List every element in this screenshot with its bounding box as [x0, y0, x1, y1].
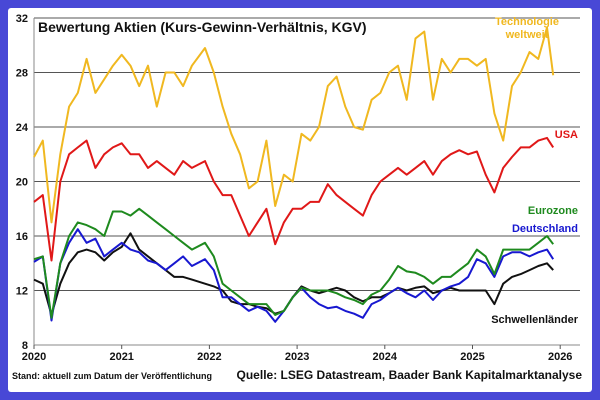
gridlines	[34, 17, 580, 291]
series-lines	[33, 26, 555, 323]
x-tick-label: 2023	[285, 351, 309, 363]
x-tick-label: 2020	[22, 351, 46, 363]
x-tick-label: 2025	[460, 351, 484, 363]
y-tick-label: 16	[16, 231, 28, 243]
y-tick-label: 32	[16, 13, 28, 25]
x-tick-label: 2024	[373, 351, 398, 363]
series-line-schwellenl-nder	[33, 232, 554, 316]
series-label: weltweit	[505, 29, 549, 41]
y-tick-label: 8	[22, 340, 28, 352]
series-label: Technologie	[495, 16, 559, 28]
chart-title: Bewertung Aktien (Kurs-Gewinn-Verhältnis…	[38, 19, 367, 35]
series-line-deutschland	[33, 228, 555, 323]
footnote: Stand: aktuell zum Datum der Veröffentli…	[12, 371, 212, 381]
x-tick-label: 2026	[548, 351, 572, 363]
x-tick-label: 2021	[109, 351, 133, 363]
y-tick-label: 28	[16, 68, 28, 80]
x-tick-label: 2022	[197, 351, 221, 363]
series-line-usa	[33, 136, 555, 262]
source-note: Quelle: LSEG Datastream, Baader Bank Kap…	[237, 368, 583, 382]
series-label: USA	[555, 129, 578, 141]
y-tick-label: 12	[16, 286, 28, 298]
y-tick-label: 20	[16, 177, 28, 189]
series-label: Eurozone	[528, 205, 578, 217]
series-label: Deutschland	[512, 223, 578, 235]
series-line-technologie-weltweit	[33, 26, 555, 224]
series-label: Schwellenländer	[491, 314, 579, 326]
y-tick-label: 24	[16, 122, 29, 134]
series-line-eurozone	[33, 207, 554, 319]
